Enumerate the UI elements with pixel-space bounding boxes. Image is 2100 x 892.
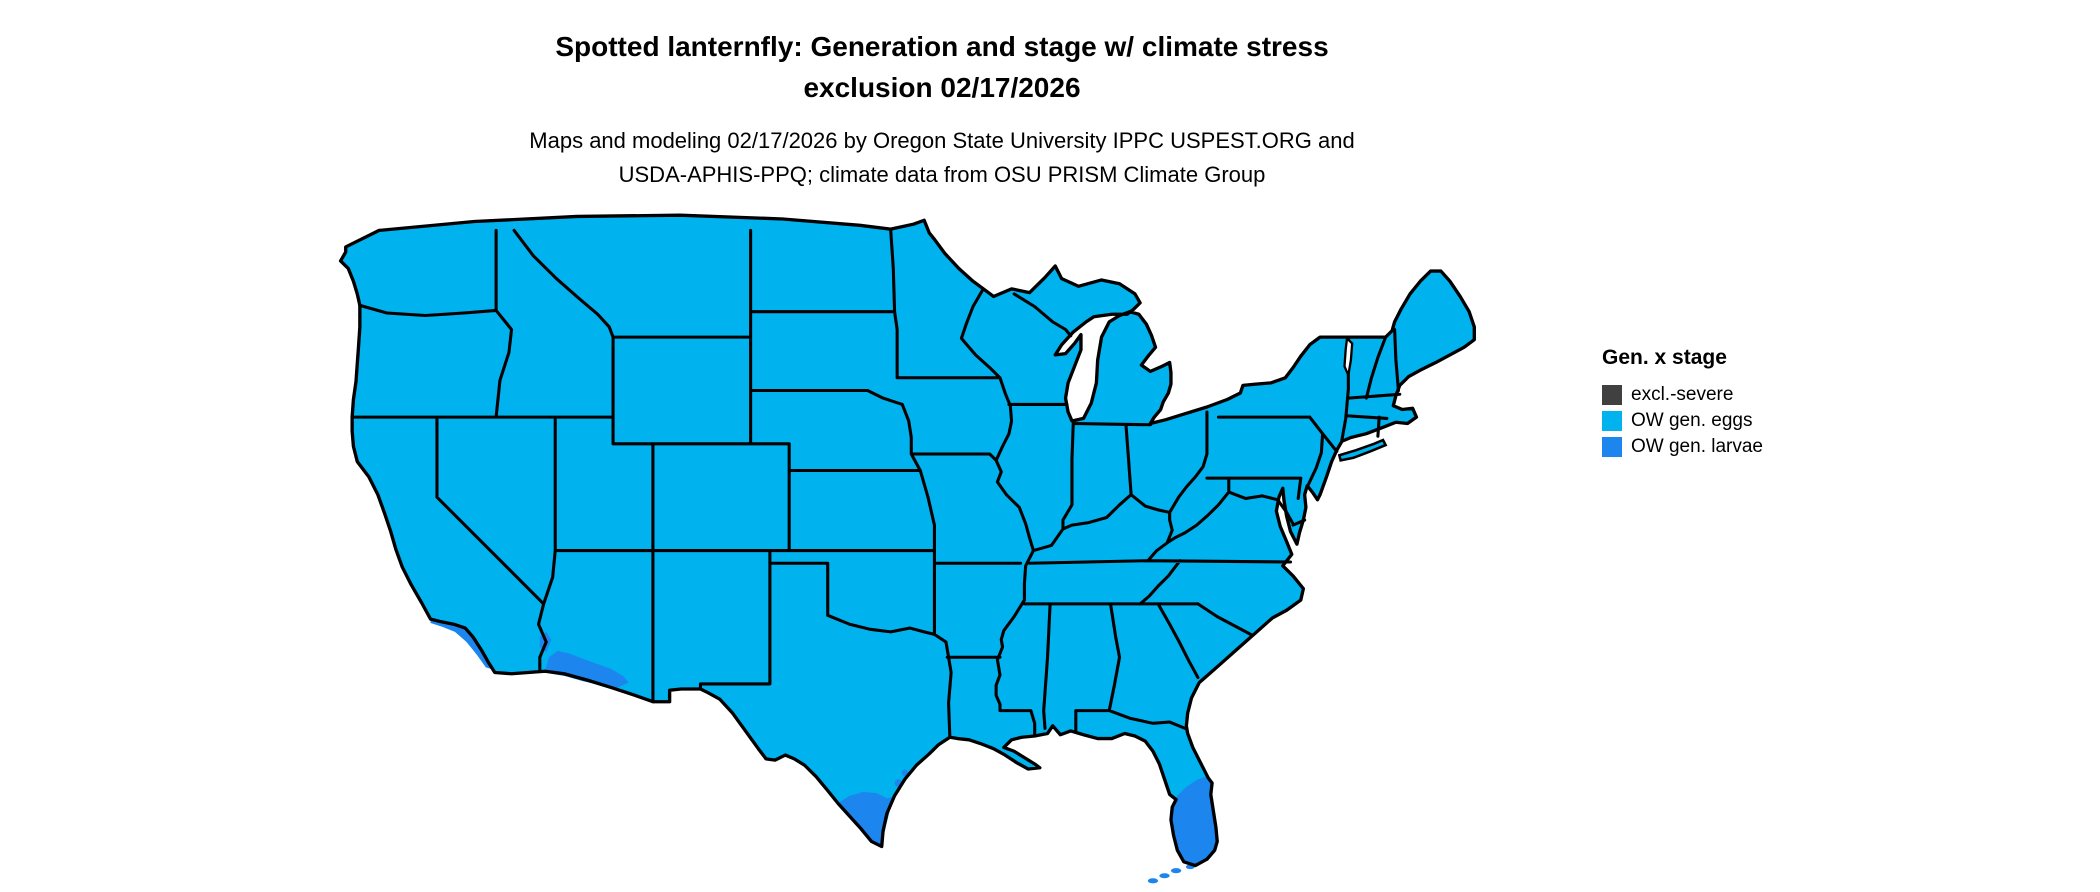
legend: Gen. x stage excl.-severe OW gen. eggs O… — [1602, 346, 1763, 460]
long-island — [1337, 438, 1388, 462]
legend-item-ow-eggs: OW gen. eggs — [1602, 408, 1763, 434]
legend-title: Gen. x stage — [1602, 346, 1727, 369]
legend-item-excl-severe: excl.-severe — [1602, 382, 1763, 408]
map-region-texas-coast-speck — [901, 769, 909, 777]
legend-swatch-ow-eggs — [1602, 411, 1622, 431]
map-region-southwest-arizona — [544, 650, 629, 688]
lake-champlain — [1343, 335, 1354, 380]
us-landmass — [340, 215, 1475, 866]
us-map — [338, 213, 1476, 884]
map-region-socal-coast — [430, 619, 495, 670]
figure-title: Spotted lanternfly: Generation and stage… — [0, 26, 1884, 108]
figure-subtitle: Maps and modeling 02/17/2026 by Oregon S… — [0, 124, 1884, 192]
larvae-regions — [430, 619, 1218, 884]
title-line-1: Spotted lanternfly: Generation and stage… — [555, 31, 1329, 62]
map-region-south-texas — [838, 791, 894, 847]
map-region-florida-keys — [1159, 873, 1170, 879]
legend-label-excl-severe: excl.-severe — [1631, 384, 1734, 405]
map-region-florida-keys — [1147, 878, 1159, 884]
subtitle-line-2: USDA-APHIS-PPQ; climate data from OSU PR… — [618, 162, 1266, 187]
map-region-florida-keys — [1170, 868, 1182, 874]
legend-label-ow-larvae: OW gen. larvae — [1631, 436, 1763, 457]
subtitle-line-1: Maps and modeling 02/17/2026 by Oregon S… — [529, 128, 1355, 153]
map-region-south-florida — [1170, 776, 1218, 866]
legend-label-ow-eggs: OW gen. eggs — [1631, 410, 1753, 431]
state-borders — [350, 228, 1402, 739]
legend-swatch-excl-severe — [1602, 385, 1622, 405]
title-line-2: exclusion 02/17/2026 — [803, 72, 1081, 103]
us-coastline — [338, 213, 1476, 868]
legend-item-ow-larvae: OW gen. larvae — [1602, 434, 1763, 460]
legend-swatch-ow-larvae — [1602, 437, 1622, 457]
